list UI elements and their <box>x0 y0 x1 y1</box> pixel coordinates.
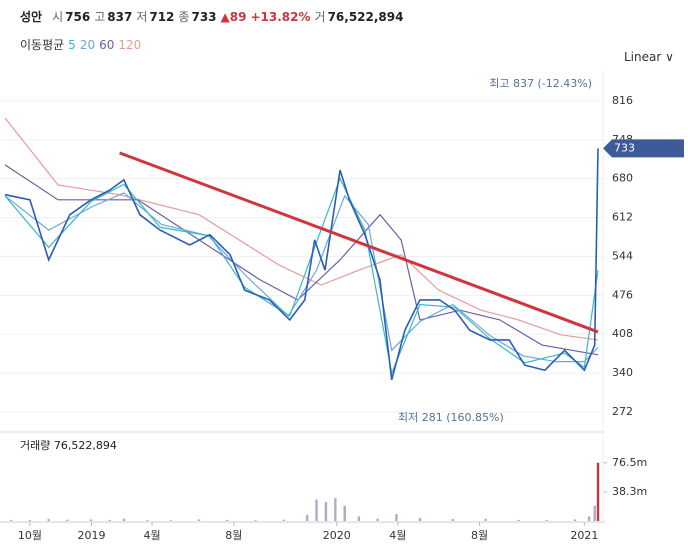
x-tick-label: 10월 <box>18 529 42 542</box>
volume-label: 거 <box>314 10 326 24</box>
x-tick-label: 4월 <box>144 529 161 542</box>
high-annotation: 최고 837 (-12.43%) <box>489 77 592 90</box>
y-tick-label: 680 <box>612 172 633 185</box>
volume-bar <box>197 519 201 521</box>
quote-label: 고 <box>94 10 106 24</box>
y-tick-label: 340 <box>612 366 633 379</box>
ma-legend-item: 20 <box>79 38 96 52</box>
quote-label: 저 <box>136 10 148 24</box>
volume-bar <box>451 519 455 521</box>
volume-bar <box>596 462 600 521</box>
quote-value: 756 <box>65 10 91 24</box>
volume-bar <box>9 519 13 521</box>
volume-bar <box>484 518 487 521</box>
volume-bar <box>395 514 398 521</box>
volume-bar <box>89 519 93 521</box>
ma-line <box>4 117 599 341</box>
ma-legend: 이동평균 5 20 60 120 <box>20 36 145 53</box>
x-tick-label: 2019 <box>77 529 105 542</box>
y-tick-label: 272 <box>612 405 633 418</box>
volume-bar <box>282 519 285 521</box>
ma-line <box>4 164 599 356</box>
ma-line <box>4 192 599 363</box>
stock-name: 성안 <box>20 10 43 24</box>
volume-bar <box>545 520 548 521</box>
quote-label: 시 <box>52 10 64 24</box>
y-tick-label: 612 <box>612 211 633 224</box>
scale-menu[interactable]: Linear ∨ <box>624 50 674 64</box>
volume-bar <box>226 519 229 521</box>
change: ▲89 <box>220 10 247 24</box>
volume-bar <box>517 519 520 521</box>
low-annotation: 최저 281 (160.85%) <box>398 411 504 424</box>
volume-bar <box>587 516 591 521</box>
volume-bar <box>343 505 346 521</box>
volume-bar <box>573 519 577 521</box>
y-tick-label: 544 <box>612 249 633 262</box>
volume-bar <box>305 514 309 521</box>
y-tick-label: 38.3m <box>612 485 647 498</box>
trend-line <box>119 151 599 334</box>
quote-label: 종 <box>178 10 190 24</box>
ma-line <box>4 177 599 376</box>
ma-title: 이동평균 <box>20 38 65 52</box>
volume-bar <box>254 520 257 521</box>
volume-bar <box>376 518 379 521</box>
volume-bar <box>146 520 149 521</box>
y-tick-label: 816 <box>612 94 633 107</box>
last-price: 733 <box>614 141 635 154</box>
price-tag-bg <box>603 139 684 158</box>
quote-value: 837 <box>107 10 133 24</box>
volume-bar <box>47 519 50 521</box>
volume-bar <box>28 520 32 521</box>
volume-bar <box>324 501 328 521</box>
volume-title: 거래량 76,522,894 <box>20 439 117 452</box>
ma-legend-item: 5 <box>68 38 76 52</box>
volume-bar <box>66 519 69 521</box>
x-tick-label: 2021 <box>570 529 598 542</box>
volume: 76,522,894 <box>327 10 404 24</box>
y-tick-label: 76.5m <box>612 456 647 469</box>
quote-value: 712 <box>149 10 175 24</box>
scale-label[interactable]: Linear <box>624 50 662 64</box>
x-tick-label: 8월 <box>471 529 488 542</box>
volume-bar <box>334 498 337 521</box>
volume-bar <box>169 520 173 521</box>
y-tick-label: 476 <box>612 288 633 301</box>
volume-bar <box>108 519 111 521</box>
quote-value: 733 <box>191 10 217 24</box>
volume-bar <box>315 499 318 521</box>
volume-bar <box>593 505 596 521</box>
ma-legend-item: 120 <box>118 38 142 52</box>
quote-header: 성안 시 756 고 837 저 712 종 733 ▲89 +13.82% 거 76,522,894 <box>20 8 407 25</box>
x-tick-label: 2020 <box>323 529 351 542</box>
volume-bar <box>357 516 361 521</box>
ma-legend-item: 60 <box>99 38 115 52</box>
y-tick-label: 408 <box>612 327 633 340</box>
x-tick-label: 8월 <box>225 529 242 542</box>
x-tick-label: 4월 <box>389 529 406 542</box>
change-pct: +13.82% <box>250 10 311 24</box>
volume-bar <box>122 518 126 521</box>
price-line <box>4 148 599 381</box>
volume-bar <box>418 517 422 521</box>
